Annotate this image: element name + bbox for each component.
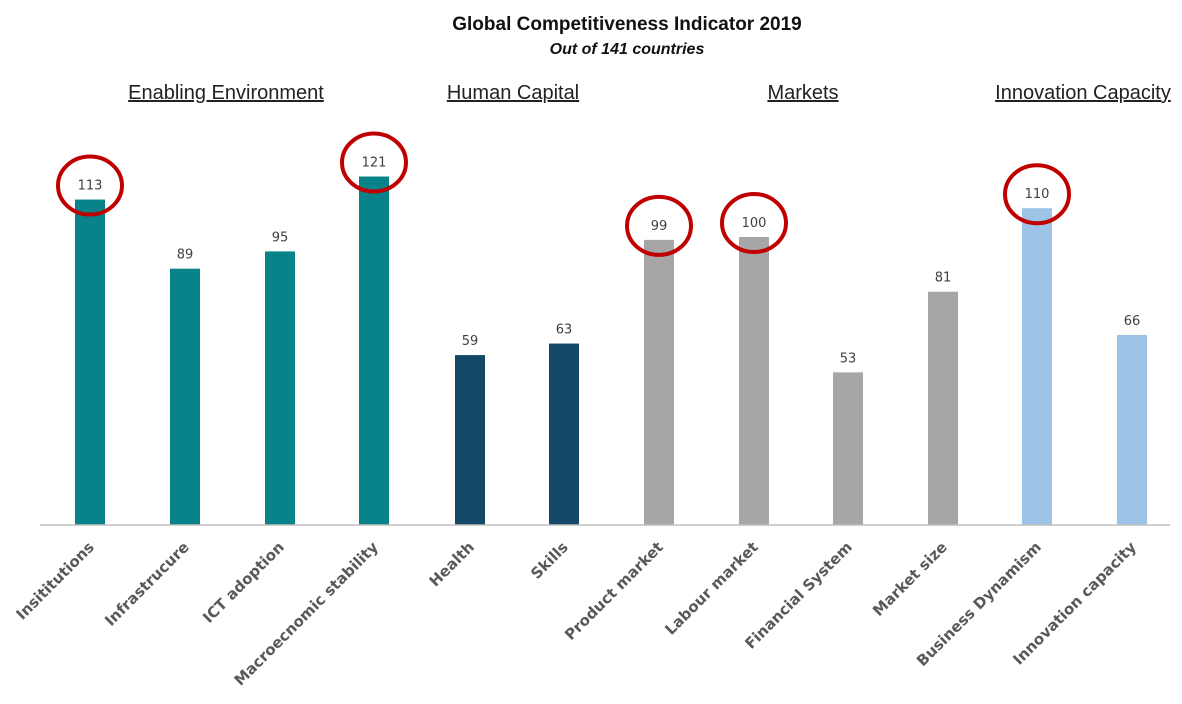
bar-innovation-capacity	[1117, 334, 1147, 525]
value-label-infrastrucure: 89	[177, 248, 194, 263]
group-label-innovation-capacity: Innovation Capacity	[995, 82, 1171, 104]
chart-title: Global Competitiveness Indicator 2019	[452, 14, 802, 35]
value-label-insititutions: 113	[78, 179, 103, 194]
value-label-health: 59	[462, 334, 479, 349]
bar-ict-adoption	[265, 251, 295, 525]
value-label-product-market: 99	[651, 219, 668, 234]
value-label-innovation-capacity: 66	[1124, 314, 1141, 329]
bar-business-dynamism	[1022, 208, 1052, 525]
value-label-financial-system: 53	[840, 351, 857, 366]
category-labels: Insititutions Infrastrucure ICT adoption Ma…	[12, 538, 1140, 689]
category-label-infrastrucure: Infrastrucure	[101, 538, 193, 630]
category-label-skills: Skills	[527, 538, 572, 583]
bar-health	[455, 355, 485, 525]
bar-macroecnomic-stability	[359, 176, 389, 525]
value-label-skills: 63	[556, 323, 573, 338]
bar-market-size	[928, 291, 958, 525]
group-label-markets: Markets	[767, 82, 838, 104]
highlight-circle-business-dynamism	[1003, 163, 1071, 226]
bar-financial-system	[833, 372, 863, 525]
category-label-financial-system: Financial System	[741, 538, 855, 652]
bar-product-market	[644, 239, 674, 525]
group-label-human-capital: Human Capital	[447, 82, 579, 104]
highlight-circle-macroecnomic-stability	[340, 131, 408, 194]
value-label-macroecnomic-stability: 121	[362, 156, 387, 171]
bar-skills	[549, 343, 579, 525]
category-label-labour-market: Labour market	[661, 538, 761, 638]
highlight-circle-product-market	[625, 194, 693, 257]
category-label-insititutions: Insititutions	[12, 538, 97, 623]
highlight-circle-labour-market	[720, 192, 788, 254]
value-label-ict-adoption: 95	[272, 230, 289, 245]
value-label-labour-market: 100	[742, 216, 767, 231]
value-label-market-size: 81	[935, 271, 952, 286]
highlight-circles	[56, 131, 1071, 257]
value-label-business-dynamism: 110	[1025, 187, 1050, 202]
group-label-enabling-environment: Enabling Environment	[128, 82, 324, 104]
bar-labour-market	[739, 237, 769, 525]
category-label-market-size: Market size	[869, 538, 951, 620]
chart-subtitle: Out of 141 countries	[550, 41, 705, 58]
highlight-circle-insititutions	[56, 154, 124, 217]
bar-insititutions	[75, 199, 105, 525]
category-label-product-market: Product market	[561, 538, 667, 644]
bar-infrastrucure	[170, 268, 200, 525]
bars: 113 89 95 121 59 63 99 100 53 81 110 66	[75, 156, 1147, 525]
group-labels: Enabling Environment Human Capital Markets…	[128, 82, 1171, 104]
category-label-health: Health	[426, 538, 478, 590]
category-label-ict-adoption: ICT adoption	[199, 538, 288, 627]
